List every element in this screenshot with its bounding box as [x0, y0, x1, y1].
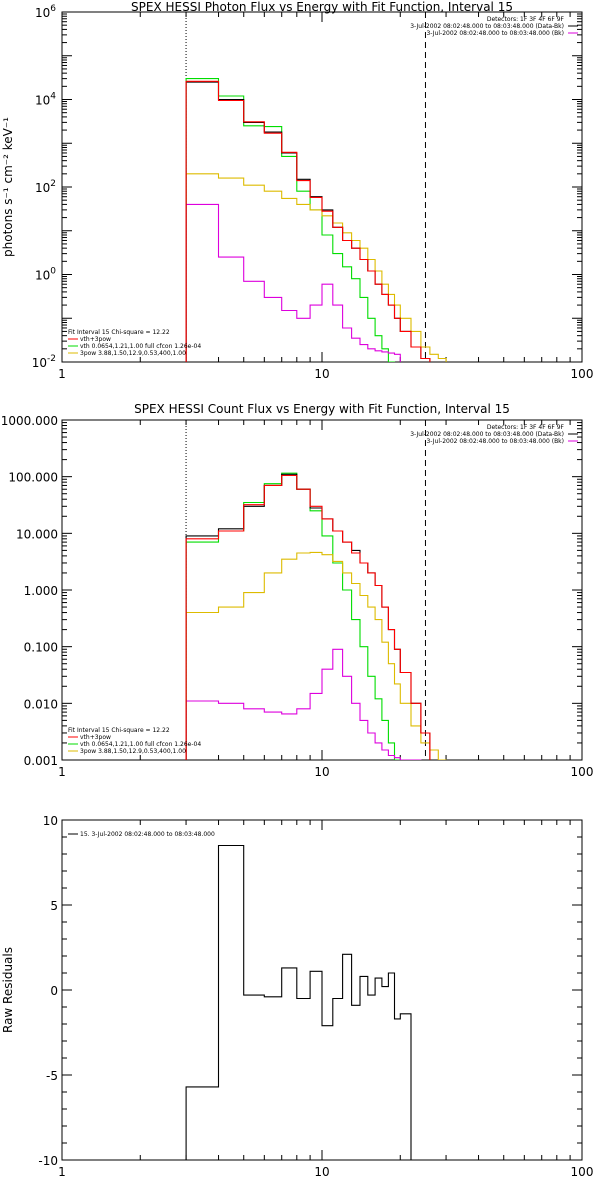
- y-tick-label: 1.000: [24, 584, 58, 598]
- x-tick-label: 1: [58, 765, 66, 779]
- legend-left-text: vth 0.0654,1.21,1.00 full cfcon 1.26e-04: [80, 741, 201, 748]
- series-group: [185, 472, 447, 760]
- component-series-0: [185, 472, 401, 760]
- y-tick-label: 102: [35, 179, 56, 195]
- y-tick-label: 1000.000: [1, 414, 58, 428]
- y-tick-label: 0: [50, 984, 58, 998]
- legend-left-text: vth 0.0654,1.21,1.00 full cfcon 1.26e-04: [80, 343, 201, 350]
- chart-panel-1: SPEX HESSI Photon Flux vs Energy with Fi…: [1, 0, 593, 381]
- legend-left-text: Fit Interval 15 Chi-square = 12.22: [68, 329, 170, 336]
- data-series-1: [185, 474, 431, 760]
- x-tick-label: 1: [58, 1165, 66, 1179]
- legend-left-text: vth+3pow: [80, 336, 111, 343]
- plot-frame: [61, 419, 583, 761]
- y-tick-label: 104: [35, 92, 56, 108]
- component-series-2: [185, 648, 422, 760]
- legend-right-text: 3-Jul-2002 08:02:48.000 to 08:03:48.000 …: [410, 23, 564, 30]
- legend-left-text: vth+3pow: [80, 734, 111, 741]
- series-group: [185, 844, 422, 1160]
- legend-left-text: 3pow 3.88,1.50,12.9,0.53,400,1.00: [80, 350, 186, 357]
- component-series-1: [185, 173, 447, 362]
- chart-title: SPEX HESSI Count Flux vs Energy with Fit…: [134, 402, 510, 416]
- y-tick-label: 100: [35, 267, 56, 283]
- legend-right-text: 3-Jul-2002 08:02:48.000 to 08:03:48.000 …: [426, 438, 564, 445]
- plot-frame: [61, 11, 583, 363]
- y-axis-label: photons s⁻¹ cm⁻² keV⁻¹: [1, 117, 15, 257]
- legend-right-text: Detectors: 1F 3F 4F 6F 9F: [487, 16, 565, 23]
- chart-panel-3: 1 10 100 -10 -5 0 5 10 Raw Residuals 15. 3-Jul-20…: [1, 814, 593, 1179]
- data-series-0: [185, 473, 431, 760]
- legend-right-text: 3-Jul-2002 08:02:48.000 to 08:03:48.000 …: [410, 431, 564, 438]
- x-tick-label: 100: [571, 765, 594, 779]
- legend-right-text: Detectors: 1F 3F 4F 6F 9F: [487, 424, 565, 431]
- y-tick-label: 106: [35, 4, 56, 20]
- series-group: [185, 78, 447, 362]
- legend-left-text: 3pow 3.88,1.50,12.9,0.53,400,1.00: [80, 748, 186, 755]
- y-tick-label: 0.010: [24, 697, 58, 711]
- data-series-1: [185, 80, 431, 362]
- legend-left-text: Fit Interval 15 Chi-square = 12.22: [68, 727, 170, 734]
- legend-left-text: 15. 3-Jul-2002 08:02:48.000 to 08:03:48.…: [80, 831, 215, 838]
- y-tick-label: -5: [46, 1069, 58, 1083]
- y-tick-label: 0.100: [24, 641, 58, 655]
- y-tick-label: 10-2: [32, 354, 56, 370]
- y-tick-label: 10.000: [16, 527, 58, 541]
- component-series-2: [185, 203, 401, 362]
- y-tick-label: 10: [43, 814, 58, 828]
- y-tick-label: -10: [38, 1154, 58, 1168]
- data-series-0: [185, 844, 422, 1160]
- x-tick-label: 10: [314, 765, 329, 779]
- x-tick-label: 10: [314, 367, 329, 381]
- y-tick-label: 100.000: [8, 471, 58, 485]
- x-tick-label: 100: [571, 1165, 594, 1179]
- x-tick-label: 1: [58, 367, 66, 381]
- data-series-0: [185, 81, 431, 362]
- y-axis-label: Raw Residuals: [1, 947, 15, 1033]
- x-tick-label: 100: [571, 367, 594, 381]
- component-series-1: [185, 551, 447, 760]
- y-tick-label: 0.001: [24, 754, 58, 768]
- chart-title: SPEX HESSI Photon Flux vs Energy with Fi…: [131, 0, 513, 14]
- legend-right-text: 3-Jul-2002 08:02:48.000 to 08:03:48.000 …: [426, 30, 564, 37]
- component-series-0: [185, 78, 396, 362]
- chart-panel-2: SPEX HESSI Count Flux vs Energy with Fit…: [1, 402, 594, 779]
- x-tick-label: 10: [314, 1165, 329, 1179]
- y-tick-label: 5: [50, 899, 58, 913]
